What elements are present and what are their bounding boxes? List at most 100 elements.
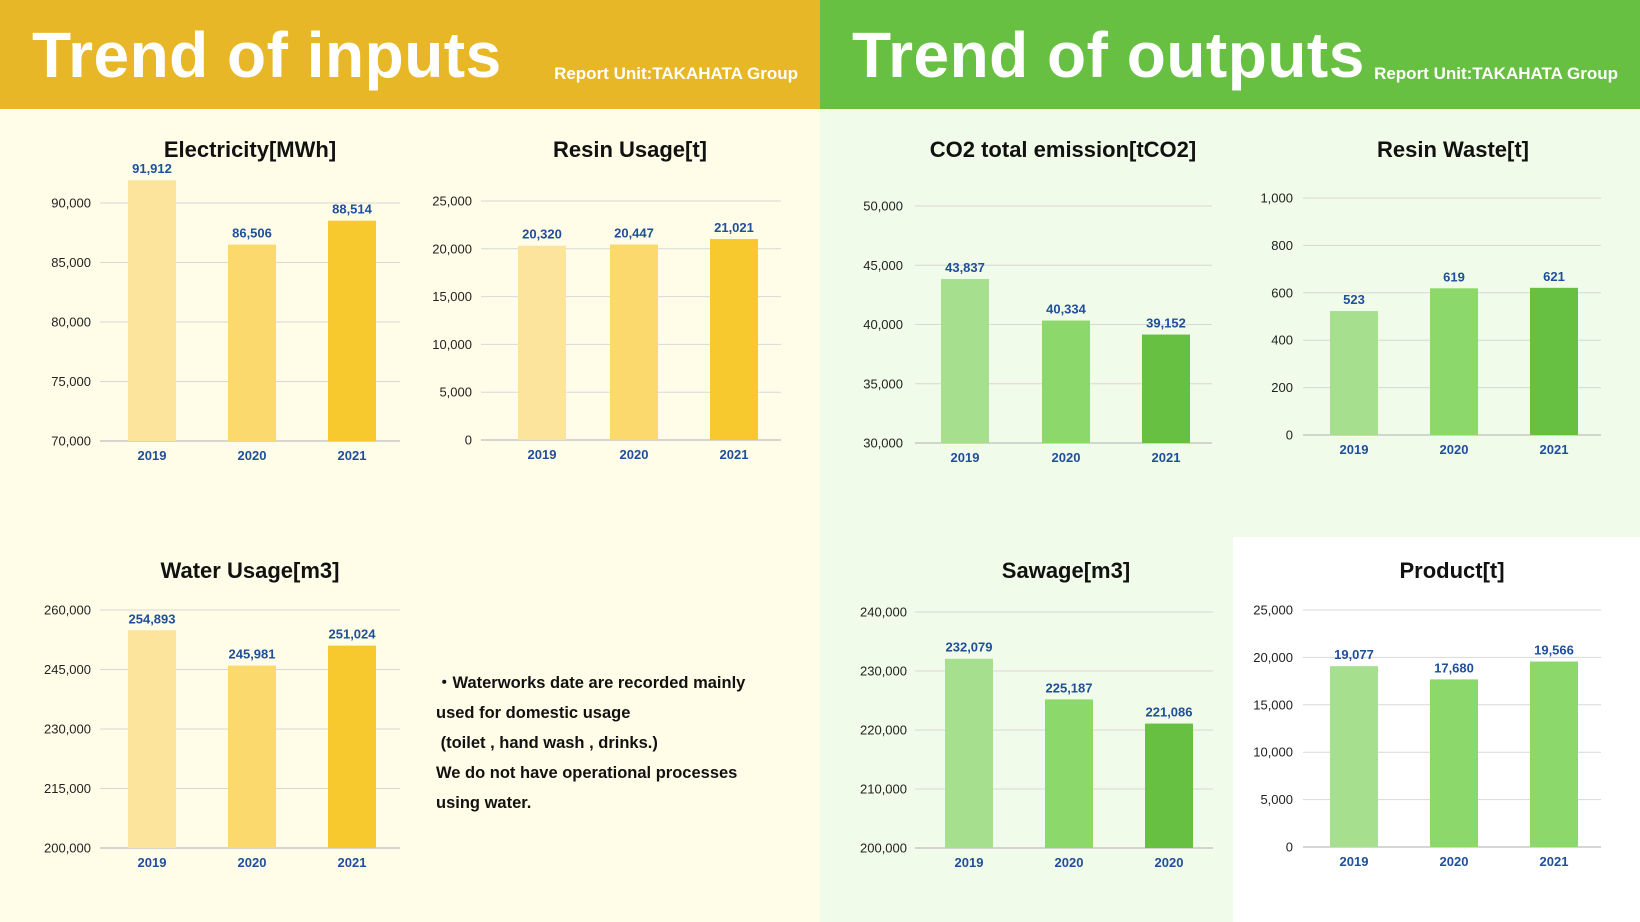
co2-emission-chart-group: CO2 total emission[tCO2] 30,000 35,000 40,0… <box>863 137 1212 465</box>
inputs-header: Trend of inputs Report Unit:TAKAHATA Gro… <box>0 0 820 109</box>
y-tick-label: 15,000 <box>1253 697 1293 712</box>
data-label: 20,447 <box>614 226 654 241</box>
resin-waste-chart-group: Resin Waste[t] 0 200 400 600 800 1,000 523 2019 6… <box>1260 137 1601 457</box>
y-tick-label: 20,000 <box>432 241 472 256</box>
y-tick-label: 5,000 <box>1260 792 1293 807</box>
resin-waste-chart-title: Resin Waste[t] <box>1377 137 1529 162</box>
bar-2019 <box>128 180 176 441</box>
y-tick-label: 35,000 <box>863 376 903 391</box>
y-tick-label: 220,000 <box>860 723 907 738</box>
y-tick-label: 0 <box>1286 428 1293 443</box>
y-tick-label: 240,000 <box>860 605 907 620</box>
x-tick-label: 2020 <box>238 448 267 463</box>
x-tick-label: 2019 <box>1340 442 1369 457</box>
bar-2021 <box>710 239 758 440</box>
bar-2021 <box>1530 661 1578 847</box>
x-tick-label: 2021 <box>1152 450 1181 465</box>
bar-2020 <box>1045 699 1093 848</box>
bar-2020 <box>228 665 276 848</box>
bar-2019 <box>945 658 993 848</box>
y-tick-label: 200 <box>1271 380 1293 395</box>
data-label: 225,187 <box>1046 680 1093 695</box>
x-tick-label: 2020 <box>620 447 649 462</box>
co2-emission-chart-title: CO2 total emission[tCO2] <box>930 137 1196 162</box>
x-tick-label: 2021 <box>338 855 367 870</box>
y-tick-label: 20,000 <box>1253 650 1293 665</box>
bar-2019 <box>518 245 566 440</box>
data-label: 619 <box>1443 269 1465 284</box>
data-label: 20,320 <box>522 227 562 242</box>
x-tick-label: 2020 <box>1440 854 1469 869</box>
data-label: 251,024 <box>329 627 377 642</box>
y-tick-label: 400 <box>1271 333 1293 348</box>
x-tick-label: 2019 <box>138 448 167 463</box>
outputs-report-unit: Report Unit:TAKAHATA Group <box>1374 64 1618 83</box>
y-tick-label: 245,000 <box>44 662 91 677</box>
bar-2021 <box>1142 334 1190 443</box>
inputs-report-unit: Report Unit:TAKAHATA Group <box>554 64 798 83</box>
bar-2021 <box>1530 287 1578 435</box>
data-label: 40,334 <box>1046 302 1087 317</box>
inputs-title: Trend of inputs <box>32 19 502 91</box>
sawage-chart-group: Sawage[m3] 200,000 210,000 220,000 230,000 24… <box>860 558 1213 870</box>
y-tick-label: 50,000 <box>863 199 903 214</box>
note-line: We do not have operational processes <box>436 764 738 782</box>
water-usage-chart-group: Water Usage[m3] 200,000 215,000 230,000 245,… <box>44 558 400 870</box>
y-tick-label: 75,000 <box>51 374 91 389</box>
x-tick-label: 2020 <box>1155 855 1184 870</box>
y-tick-label: 600 <box>1271 285 1293 300</box>
y-tick-label: 25,000 <box>432 194 472 209</box>
data-label: 19,077 <box>1334 647 1374 662</box>
x-tick-label: 2021 <box>338 448 367 463</box>
bar-2020 <box>610 244 658 440</box>
data-label: 17,680 <box>1434 660 1474 675</box>
note-line: (toilet , hand wash , drinks.) <box>436 734 658 752</box>
y-tick-label: 200,000 <box>860 841 907 856</box>
note-line: ・Waterworks date are recorded mainly <box>436 674 746 692</box>
y-tick-label: 215,000 <box>44 781 91 796</box>
data-label: 254,893 <box>129 611 176 626</box>
x-tick-label: 2020 <box>1052 450 1081 465</box>
data-label: 21,021 <box>714 220 754 235</box>
y-tick-label: 10,000 <box>432 337 472 352</box>
y-tick-label: 0 <box>465 433 472 448</box>
y-tick-label: 800 <box>1271 238 1293 253</box>
bar-2020 <box>1145 723 1193 848</box>
electricity-chart-title: Electricity[MWh] <box>164 137 336 162</box>
y-tick-label: 210,000 <box>860 782 907 797</box>
x-tick-label: 2019 <box>138 855 167 870</box>
bar-2019 <box>1330 666 1378 847</box>
bar-2019 <box>1330 311 1378 435</box>
data-label: 232,079 <box>946 640 993 655</box>
x-tick-label: 2020 <box>1055 855 1084 870</box>
data-label: 245,981 <box>229 647 276 662</box>
resin-usage-chart-group: Resin Usage[t] 0 5,000 10,000 15,000 20,000 25… <box>432 137 781 462</box>
x-tick-label: 2020 <box>1440 442 1469 457</box>
y-tick-label: 45,000 <box>863 258 903 273</box>
y-tick-label: 25,000 <box>1253 603 1293 618</box>
y-tick-label: 5,000 <box>439 385 472 400</box>
y-tick-label: 85,000 <box>51 255 91 270</box>
x-tick-label: 2019 <box>951 450 980 465</box>
y-tick-label: 10,000 <box>1253 745 1293 760</box>
outputs-header: Trend of outputs Report Unit:TAKAHATA Gr… <box>820 0 1640 109</box>
bar-2019 <box>128 630 176 848</box>
outputs-title: Trend of outputs <box>852 19 1365 91</box>
x-tick-label: 2021 <box>720 447 749 462</box>
x-tick-label: 2019 <box>955 855 984 870</box>
x-tick-label: 2019 <box>528 447 557 462</box>
x-tick-label: 2020 <box>238 855 267 870</box>
resin-usage-chart-title: Resin Usage[t] <box>553 137 707 162</box>
y-tick-label: 230,000 <box>860 664 907 679</box>
y-tick-label: 0 <box>1286 840 1293 855</box>
bar-2021 <box>328 220 376 441</box>
y-tick-label: 200,000 <box>44 841 91 856</box>
bar-2020 <box>228 244 276 441</box>
water-note: ・Waterworks date are recorded mainly use… <box>436 668 796 818</box>
product-chart-group: Product[t] 0 5,000 10,000 15,000 20,000 25,000… <box>1253 558 1601 869</box>
data-label: 221,086 <box>1146 705 1193 720</box>
y-tick-label: 70,000 <box>51 434 91 449</box>
y-tick-label: 15,000 <box>432 289 472 304</box>
y-tick-label: 90,000 <box>51 196 91 211</box>
